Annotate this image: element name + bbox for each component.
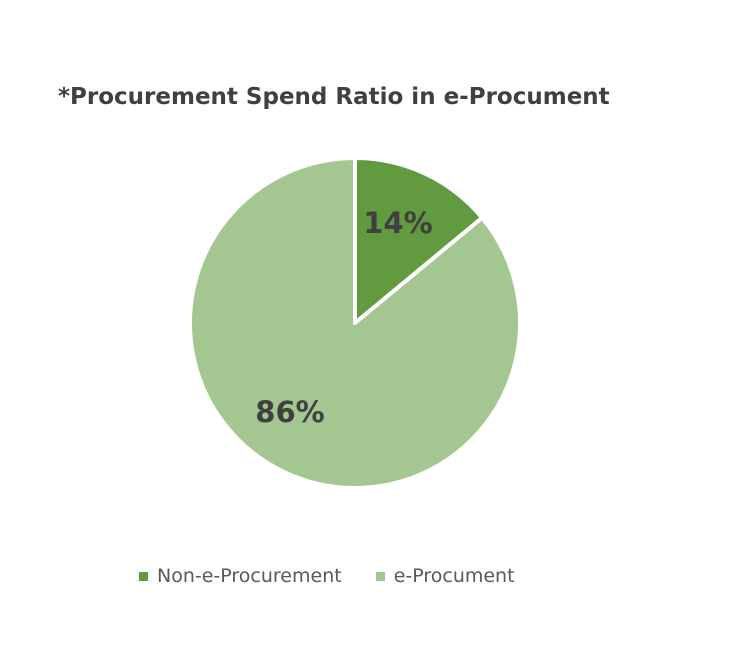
legend-swatch-e-procument bbox=[375, 571, 385, 581]
pie-slice-e-procument bbox=[188, 156, 522, 490]
data-label-non-e-procurement: 14% bbox=[363, 206, 432, 240]
legend-entry-e-procument: e-Procument bbox=[375, 565, 515, 587]
legend-swatch-non-e-procurement bbox=[139, 571, 148, 581]
legend-label-e-procument: e-Procument bbox=[393, 565, 515, 587]
pie-slices bbox=[188, 156, 522, 490]
legend: Non-e-Procurement e-Procument bbox=[139, 565, 515, 587]
legend-entry-non-e-procurement: Non-e-Procurement bbox=[139, 565, 342, 587]
data-label-e-procument: 86% bbox=[255, 395, 324, 429]
chart-title: *Procurement Spend Ratio in e-Procument bbox=[58, 84, 610, 110]
legend-label-non-e-procurement: Non-e-Procurement bbox=[157, 565, 342, 587]
pie-data-labels: 14% 86% bbox=[255, 206, 432, 429]
pie-slice-non-e-procurement bbox=[353, 156, 485, 325]
